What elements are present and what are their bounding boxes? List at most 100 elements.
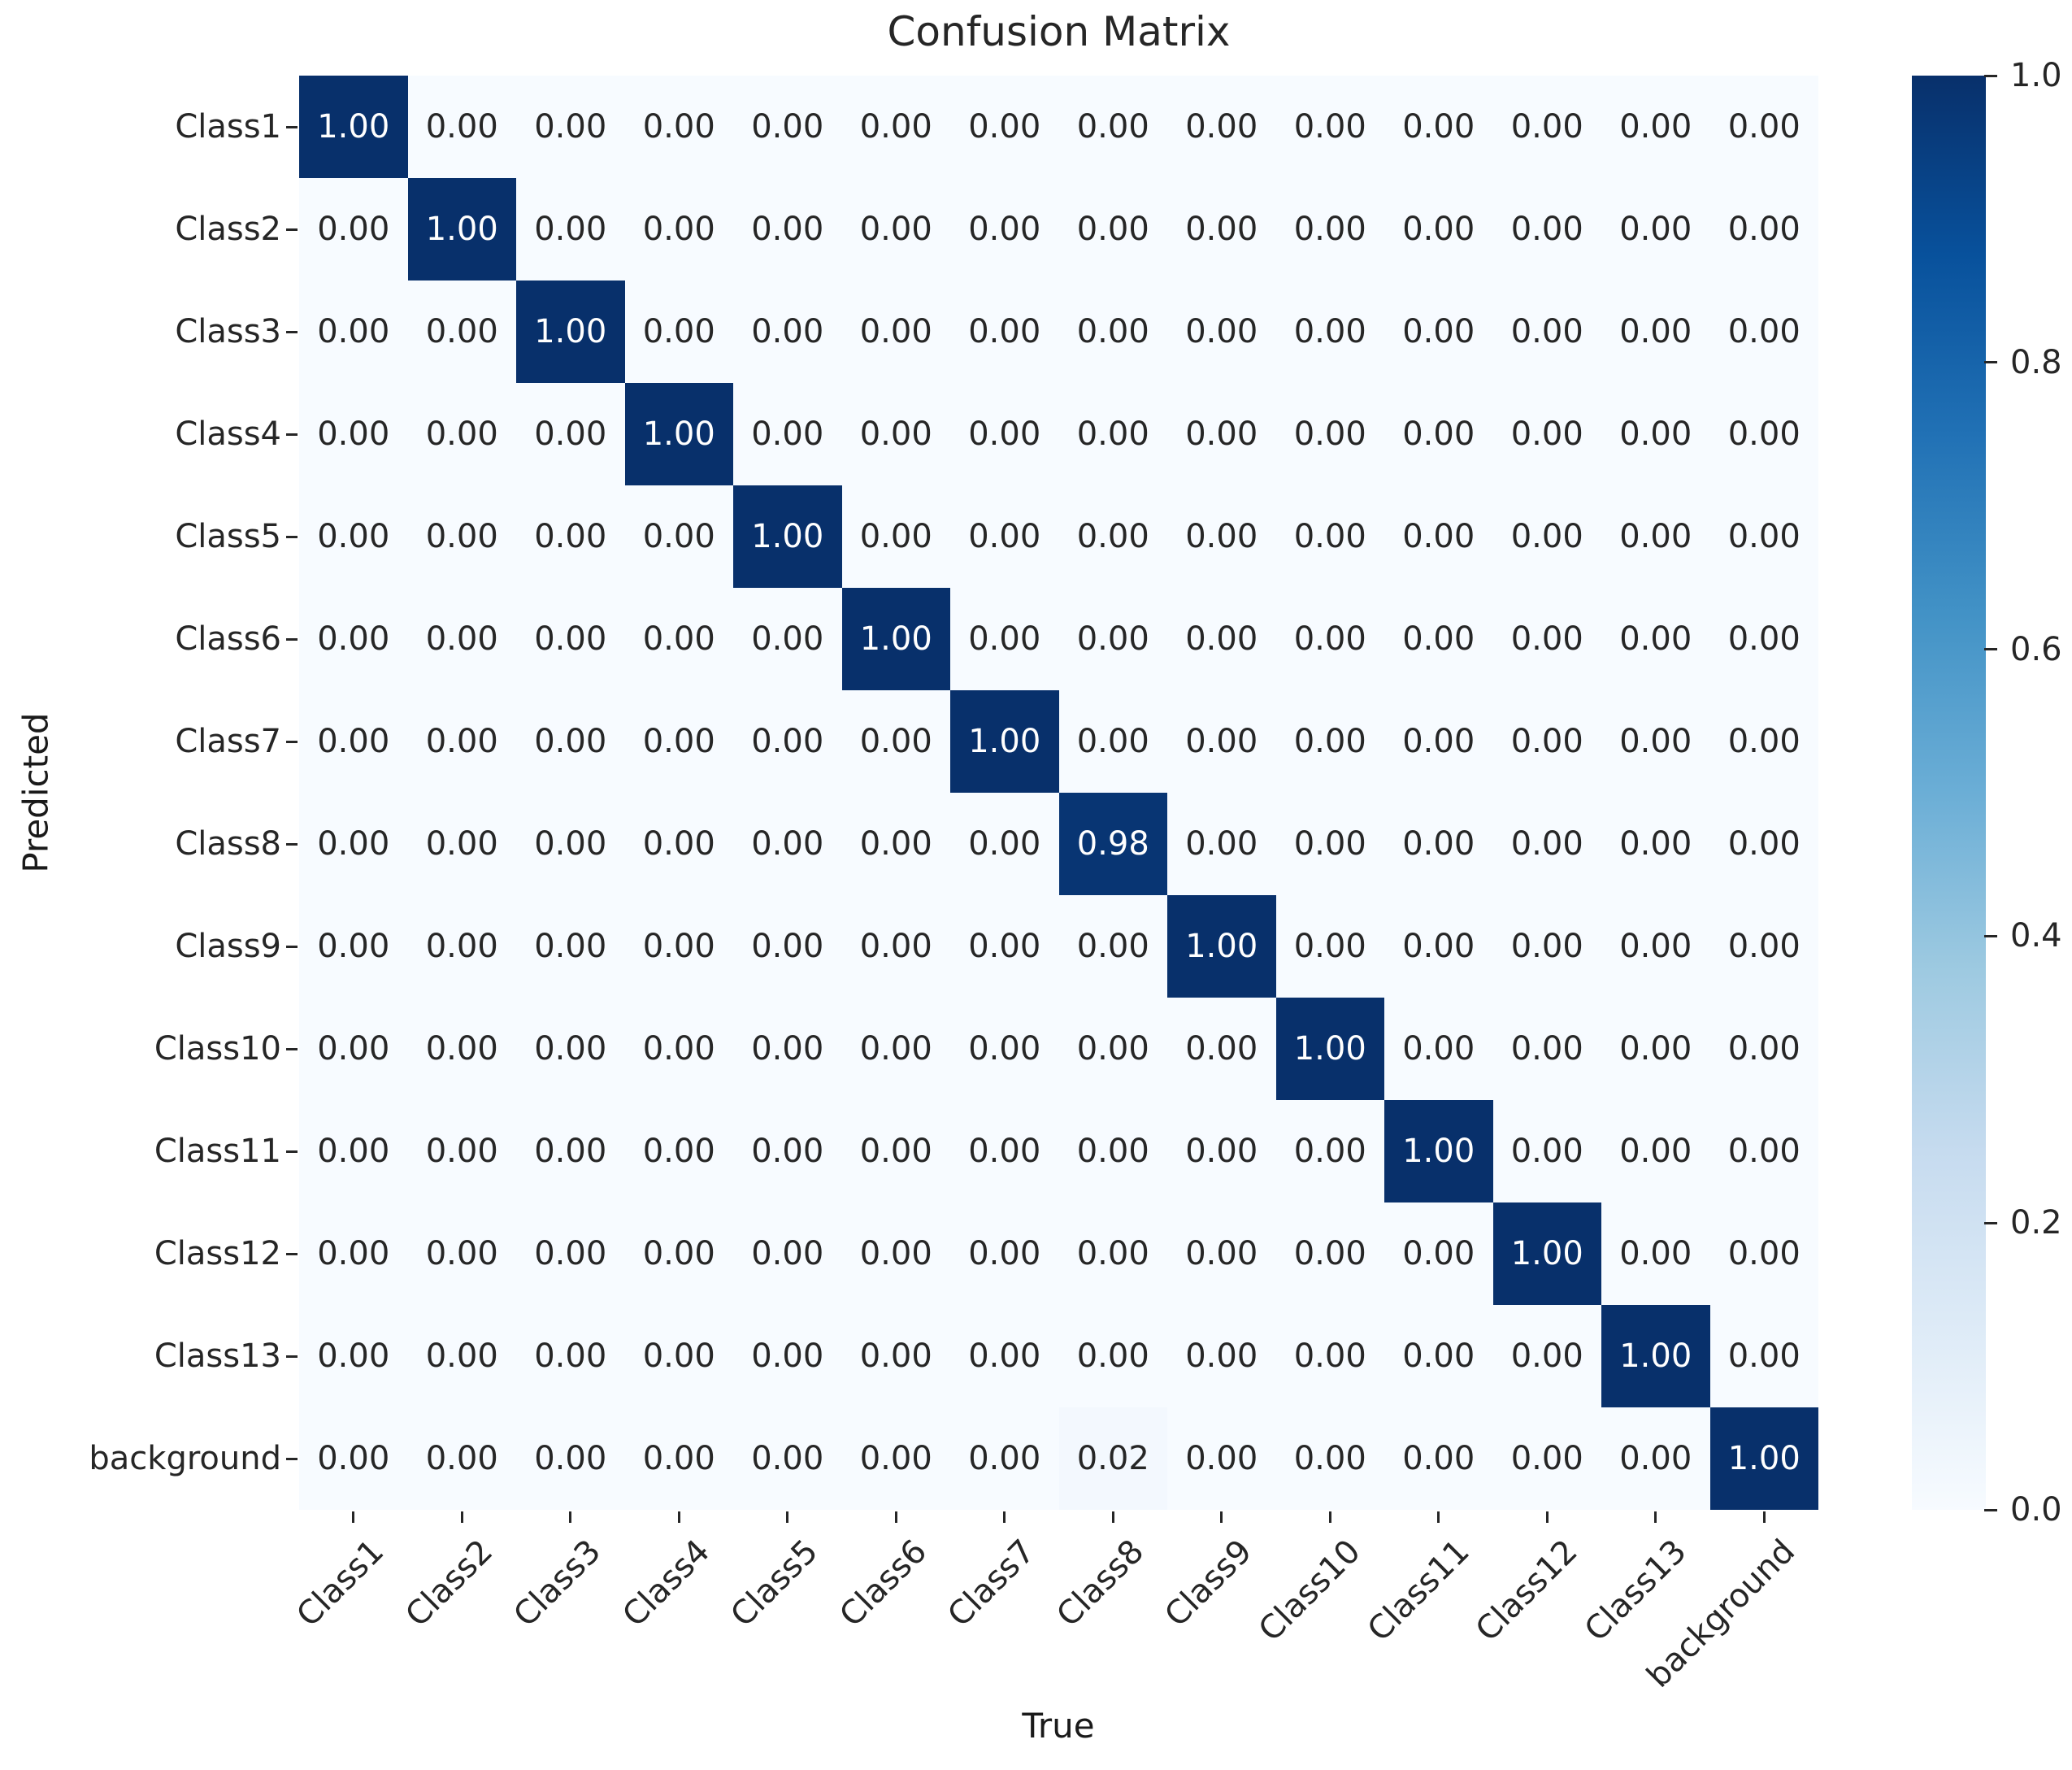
- heatmap-cell: 0.00: [1167, 588, 1276, 690]
- heatmap-cell: 0.00: [516, 1202, 625, 1305]
- heatmap-cell: 0.00: [624, 178, 733, 281]
- y-tick-label: Class3: [175, 313, 281, 350]
- heatmap-cell: 0.00: [1601, 998, 1710, 1100]
- x-tick-label: Class3: [506, 1533, 609, 1634]
- heatmap-cell: 1.00: [1709, 1407, 1818, 1510]
- heatmap-cell: 0.00: [1058, 485, 1167, 588]
- x-tick-mark: [1111, 1511, 1114, 1523]
- heatmap-cell: 0.00: [1601, 1100, 1710, 1202]
- y-tick-label: Class8: [175, 825, 281, 863]
- heatmap-cell: 0.00: [733, 1407, 842, 1510]
- heatmap-cell: 0.00: [299, 1407, 408, 1510]
- heatmap-cell: 0.00: [1384, 281, 1493, 383]
- heatmap-cell: 0.02: [1058, 1407, 1167, 1510]
- heatmap-cell: 0.00: [1275, 281, 1384, 383]
- heatmap-cell: 0.00: [299, 1100, 408, 1202]
- heatmap-cell: 0.00: [1275, 1305, 1384, 1407]
- colorbar-tick-mark: [1984, 361, 1997, 364]
- heatmap-cell: 0.00: [1492, 76, 1601, 178]
- heatmap-cell: 0.00: [1601, 793, 1710, 895]
- heatmap-cell: 1.00: [1492, 1202, 1601, 1305]
- heatmap-cell: 0.00: [1275, 485, 1384, 588]
- x-tick-mark: [894, 1511, 897, 1523]
- heatmap-cell: 0.00: [624, 895, 733, 998]
- x-tick-mark: [352, 1511, 355, 1523]
- heatmap-cell: 0.00: [516, 76, 625, 178]
- y-tick-mark: [286, 228, 298, 231]
- heatmap-cell: 0.00: [733, 588, 842, 690]
- heatmap-cell: 0.00: [1601, 485, 1710, 588]
- heatmap-cell: 0.00: [1492, 485, 1601, 588]
- x-tick-label: Class12: [1468, 1533, 1585, 1649]
- heatmap-cell: 0.00: [1709, 793, 1818, 895]
- heatmap-cell: 0.00: [624, 588, 733, 690]
- heatmap-cell: 0.00: [1058, 588, 1167, 690]
- heatmap-cell: 0.00: [624, 281, 733, 383]
- colorbar-tick-label: 0.8: [2010, 343, 2062, 381]
- heatmap-cell: 0.00: [1709, 895, 1818, 998]
- heatmap-cell: 0.00: [1709, 1202, 1818, 1305]
- heatmap-cell: 0.00: [624, 793, 733, 895]
- colorbar-tick-mark: [1984, 648, 1997, 651]
- y-tick-mark: [286, 1252, 298, 1255]
- heatmap-cell: 0.00: [1709, 1100, 1818, 1202]
- heatmap-cell: 0.00: [950, 76, 1059, 178]
- heatmap-cell: 0.00: [299, 178, 408, 281]
- heatmap-cell: 0.00: [1601, 1202, 1710, 1305]
- y-tick-mark: [286, 1457, 298, 1460]
- y-tick-label: Class5: [175, 518, 281, 555]
- heatmap-cell: 1.00: [950, 690, 1059, 793]
- x-tick-label: Class4: [615, 1533, 717, 1634]
- heatmap-cell: 0.00: [1492, 383, 1601, 485]
- heatmap-cell: 0.00: [841, 793, 950, 895]
- heatmap-cell: 0.00: [950, 793, 1059, 895]
- x-tick-mark: [1654, 1511, 1657, 1523]
- heatmap-cell: 0.00: [299, 998, 408, 1100]
- x-tick-label: Class5: [723, 1533, 826, 1634]
- x-tick-mark: [1762, 1511, 1766, 1523]
- heatmap-cell: 0.00: [841, 998, 950, 1100]
- colorbar-tick-label: 0.6: [2010, 630, 2062, 668]
- heatmap-cell: 0.00: [1167, 793, 1276, 895]
- heatmap-cell: 0.00: [624, 1305, 733, 1407]
- heatmap-cell: 0.00: [950, 281, 1059, 383]
- colorbar-tick-label: 1.0: [2010, 57, 2062, 94]
- heatmap-cell: 0.00: [1492, 895, 1601, 998]
- x-tick-label: Class11: [1360, 1533, 1477, 1649]
- heatmap-cell: 0.00: [1384, 1305, 1493, 1407]
- heatmap-grid: 1.00 0.00 0.00 0.00 0.00 0.00 0.00 0.00 0.00 0.00…: [299, 76, 1818, 1510]
- heatmap-cell: 0.00: [950, 485, 1059, 588]
- heatmap-cell: 0.00: [299, 690, 408, 793]
- heatmap-cell: 0.00: [1058, 1202, 1167, 1305]
- heatmap-cell: 0.00: [950, 1202, 1059, 1305]
- heatmap-cell: 0.00: [407, 690, 516, 793]
- y-tick-label: Class7: [175, 723, 281, 760]
- heatmap-cell: 0.00: [1058, 1100, 1167, 1202]
- heatmap-cell: 0.00: [841, 1407, 950, 1510]
- heatmap-cell: 0.00: [1492, 588, 1601, 690]
- heatmap-cell: 0.00: [1601, 690, 1710, 793]
- heatmap-cell: 1.00: [407, 178, 516, 281]
- heatmap-cell: 0.00: [516, 588, 625, 690]
- heatmap-cell: 0.00: [950, 1407, 1059, 1510]
- heatmap-cell: 0.00: [1709, 588, 1818, 690]
- x-tick-mark: [569, 1511, 572, 1523]
- heatmap-cell: 0.00: [1167, 1202, 1276, 1305]
- x-axis-label: True: [1022, 1706, 1095, 1746]
- y-tick-mark: [286, 1150, 298, 1153]
- heatmap-cell: 1.00: [1167, 895, 1276, 998]
- heatmap-cell: 0.00: [1384, 588, 1493, 690]
- y-tick-mark: [286, 330, 298, 333]
- heatmap-cell: 0.00: [1167, 998, 1276, 1100]
- heatmap-cell: 0.00: [1058, 178, 1167, 281]
- y-tick-mark: [286, 1355, 298, 1358]
- heatmap-cell: 0.00: [1275, 588, 1384, 690]
- heatmap-cell: 0.00: [1167, 76, 1276, 178]
- heatmap-cell: 0.00: [1167, 485, 1276, 588]
- heatmap-cell: 0.00: [841, 895, 950, 998]
- heatmap-cell: 0.00: [299, 281, 408, 383]
- heatmap-cell: 0.00: [407, 793, 516, 895]
- y-tick-mark: [286, 740, 298, 743]
- heatmap-cell: 0.00: [733, 76, 842, 178]
- heatmap-cell: 0.00: [299, 383, 408, 485]
